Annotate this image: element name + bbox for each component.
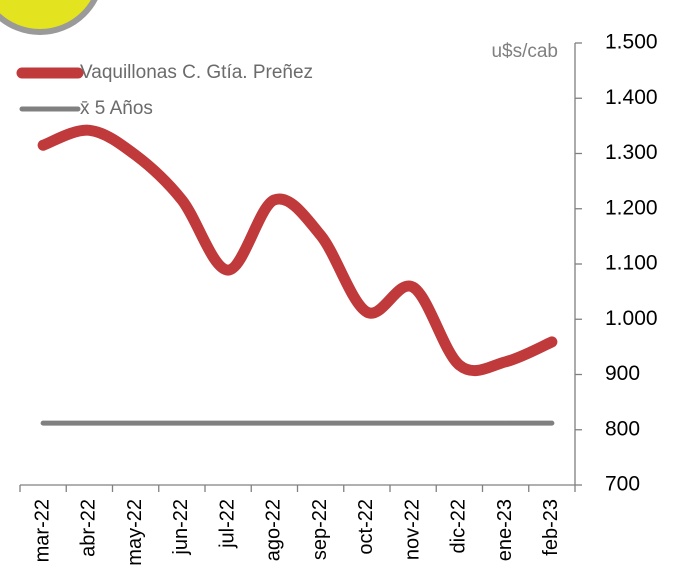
y-tick-label: 1.300: [605, 141, 658, 164]
y-tick-label: 1.100: [605, 252, 658, 275]
legend-label: x̄ 5 Años: [80, 98, 153, 119]
y-tick-label: 1.200: [605, 196, 658, 219]
x-tick-label: ene-23: [494, 499, 516, 561]
line: [37, 124, 558, 377]
x-tick-label: abr-22: [78, 499, 100, 557]
x-tick-label: feb-23: [540, 499, 562, 556]
x-tick-label: dic-22: [448, 499, 470, 553]
x-tick-label: jun-22: [170, 499, 192, 556]
logo: [0, 0, 98, 35]
y-tick-label: 700: [605, 473, 640, 496]
legend-label: Vaquillonas C. Gtía. Preñez: [80, 62, 313, 83]
x-tick-label: jul-22: [216, 499, 238, 549]
y-tick-label: 1.500: [605, 31, 658, 54]
x-tick-label: may-22: [124, 499, 146, 566]
y-axis-label: u$s/cab: [491, 41, 558, 62]
y-tick-label: 800: [605, 417, 640, 440]
x-tick-label: mar-22: [31, 499, 53, 562]
x-tick-label: ago-22: [263, 499, 285, 561]
y-tick-label: 1.000: [605, 307, 658, 330]
x-tick-label: nov-22: [401, 499, 423, 560]
y-tick-label: 900: [605, 362, 640, 385]
x-tick-label: oct-22: [355, 499, 377, 555]
x-tick-label: sep-22: [309, 499, 331, 560]
y-tick-label: 1.400: [605, 86, 658, 109]
